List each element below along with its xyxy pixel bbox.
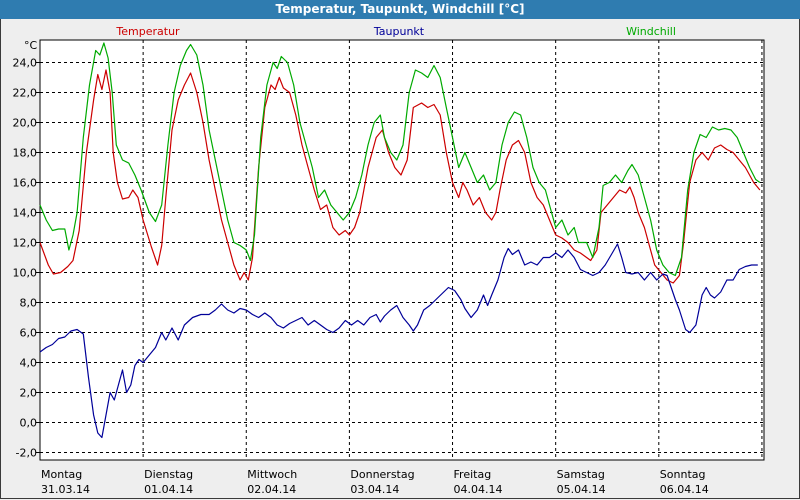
series-line-taupunkt (39, 243, 758, 439)
x-date-label: 06.04.14 (660, 483, 709, 496)
y-tick-label: 10,0 (13, 267, 38, 280)
y-tick-label: 6,0 (20, 327, 38, 340)
x-day-label: Mittwoch (247, 468, 297, 481)
legend-label-windchill: Windchill (626, 25, 676, 38)
x-day-label: Donnerstag (350, 468, 414, 481)
x-date-label: 31.03.14 (41, 483, 90, 496)
x-day-label: Montag (41, 468, 82, 481)
x-date-label: 01.04.14 (144, 483, 193, 496)
series-line-temperatur (39, 69, 761, 284)
chart-frame: °C -2,0 0,0 2,0 4,0 6,0 8,0 10,0 12,0 14,0 16,0 18… (0, 19, 800, 499)
chart-title-bar: Temperatur, Taupunkt, Windchill [°C] (0, 0, 800, 19)
y-tick-label: -2,0 (16, 447, 37, 460)
x-date-label: 05.04.14 (557, 483, 606, 496)
legend-label-temperatur: Temperatur (115, 25, 180, 38)
y-tick-label: 14,0 (13, 207, 38, 220)
y-tick-label: 20,0 (13, 117, 38, 130)
y-tick-label: 18,0 (13, 147, 38, 160)
y-tick-label: 8,0 (20, 297, 38, 310)
y-tick-label: 4,0 (20, 357, 38, 370)
x-date-label: 02.04.14 (247, 483, 296, 496)
x-day-label: Freitag (454, 468, 492, 481)
x-date-label: 03.04.14 (350, 483, 399, 496)
chart-title: Temperatur, Taupunkt, Windchill [°C] (275, 2, 525, 16)
y-tick-label: 22,0 (13, 87, 38, 100)
legend: Temperatur Taupunkt Windchill (115, 25, 676, 38)
x-axis: Montag 31.03.14 Dienstag 01.04.14 Mittwoch 02… (41, 468, 709, 496)
series-layer (39, 42, 761, 439)
line-chart: °C -2,0 0,0 2,0 4,0 6,0 8,0 10,0 12,0 14,0 16,0 18… (13, 25, 765, 496)
y-tick-label: 2,0 (20, 387, 38, 400)
series-line-windchill (39, 42, 761, 277)
legend-label-taupunkt: Taupunkt (373, 25, 425, 38)
y-tick-label: 24,0 (13, 57, 38, 70)
y-axis: °C -2,0 0,0 2,0 4,0 6,0 8,0 10,0 12,0 14,0 16,0 18… (13, 39, 40, 460)
x-date-label: 04.04.14 (454, 483, 503, 496)
y-tick-label: 12,0 (13, 237, 38, 250)
y-unit-label: °C (24, 39, 38, 52)
y-tick-label: 0,0 (20, 417, 38, 430)
plot-area (39, 39, 765, 461)
x-day-label: Dienstag (144, 468, 193, 481)
y-tick-label: 16,0 (13, 177, 38, 190)
x-day-label: Samstag (557, 468, 605, 481)
x-day-label: Sonntag (660, 468, 706, 481)
